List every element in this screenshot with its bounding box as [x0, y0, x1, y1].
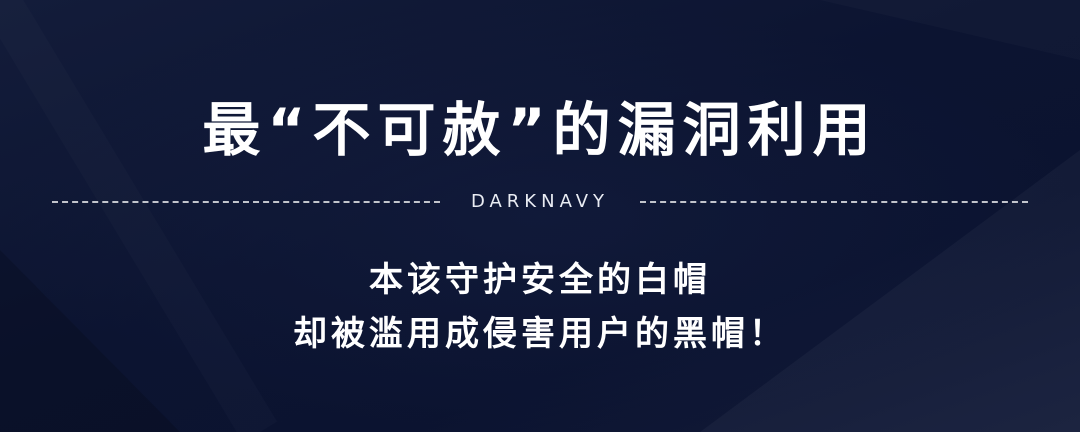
subtitle-line-2: 却被滥用成侵害用户的黑帽！	[293, 314, 787, 354]
subtitle-line-1: 本该守护安全的白帽	[369, 260, 711, 300]
brand-label: DARKNAVY	[470, 191, 610, 212]
headline: 最“不可赦”的漏洞利用	[202, 96, 878, 164]
divider-line-right	[640, 201, 1028, 203]
divider-line-left	[52, 201, 440, 203]
brand-divider: DARKNAVY	[52, 186, 1028, 218]
